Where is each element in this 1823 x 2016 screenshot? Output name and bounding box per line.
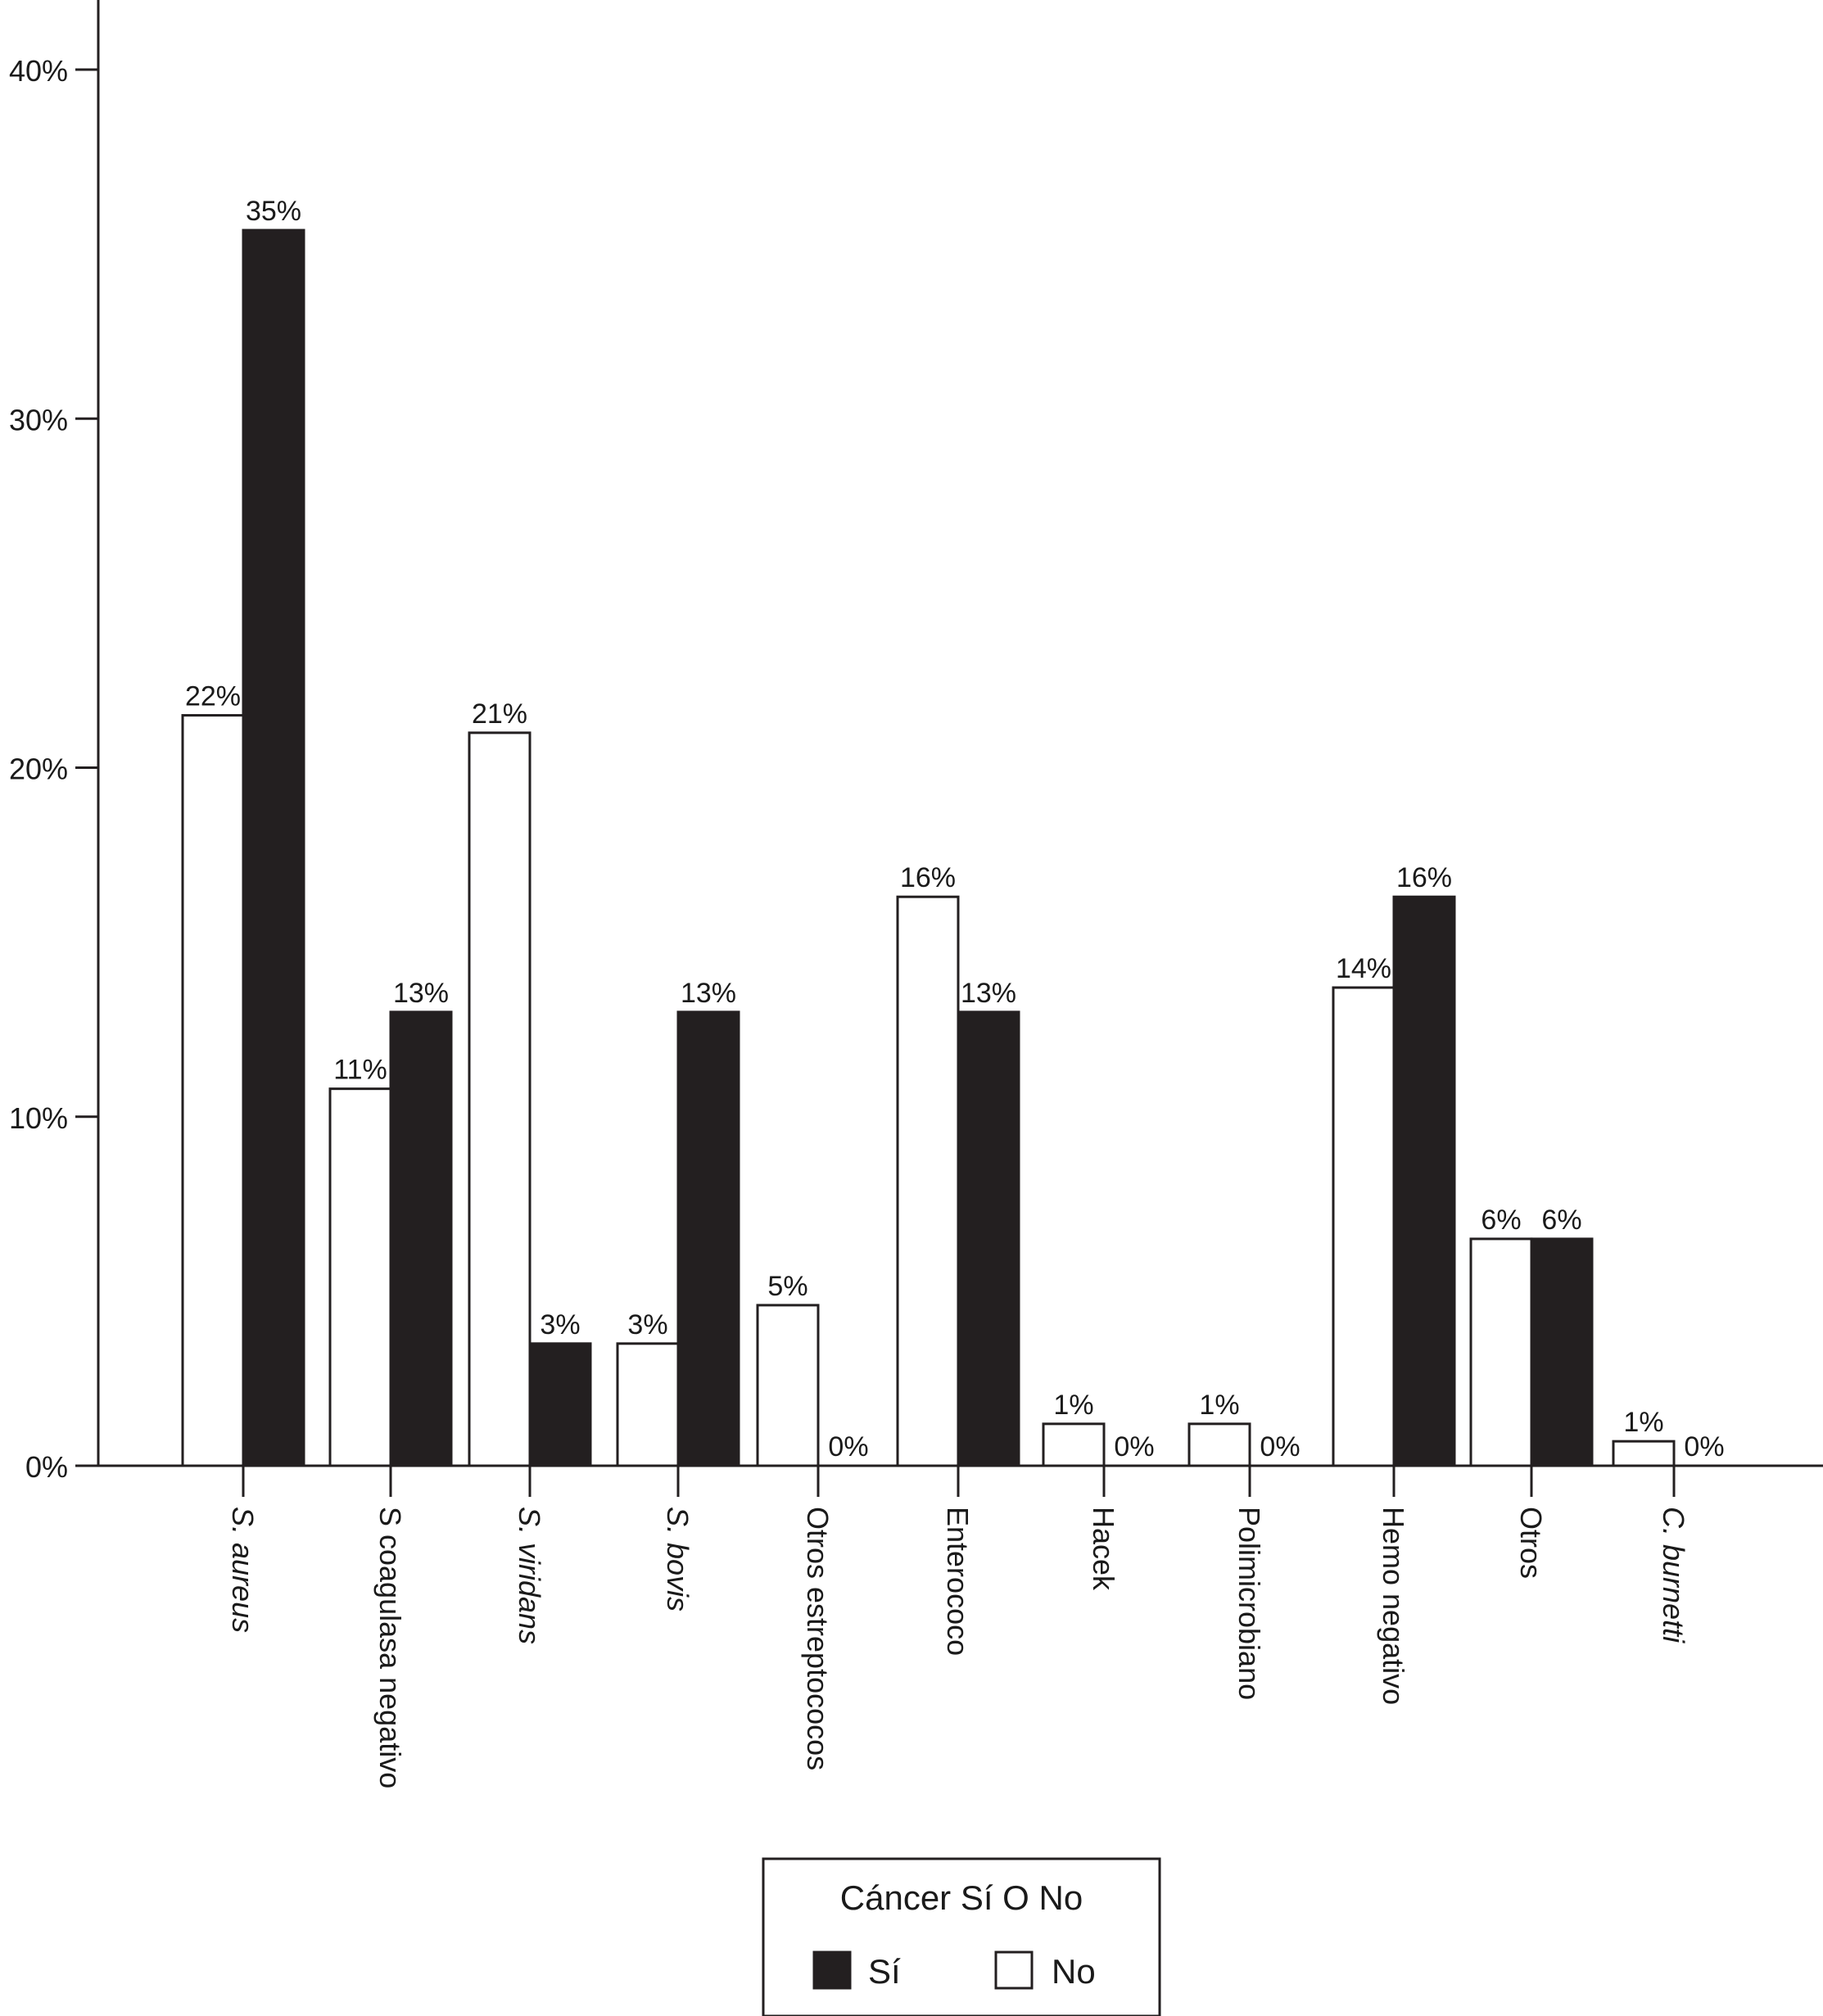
legend-title: Cáncer Sí O No <box>840 1878 1083 1917</box>
data-label-si: 6% <box>1541 1205 1581 1236</box>
bar-no <box>181 714 245 1467</box>
data-label-si: 3% <box>540 1309 580 1340</box>
category-label: Otros <box>1514 1507 1548 1579</box>
data-label-no: 3% <box>627 1309 667 1340</box>
y-tick-label: 20% <box>9 753 68 786</box>
data-label-no: 21% <box>472 698 527 730</box>
legend: Cáncer Sí O No Sí No <box>762 1857 1161 2016</box>
data-label-si: 0% <box>1114 1431 1154 1462</box>
bar-si <box>1530 1237 1594 1467</box>
category-labels-group: S. aureus S coagulasa negativo S. viridans… <box>226 1466 1690 1788</box>
bar-no <box>756 1304 820 1467</box>
data-label-si: 16% <box>1396 862 1452 893</box>
data-label-no: 1% <box>1199 1390 1239 1421</box>
bar-si <box>957 1010 1020 1467</box>
data-label-no: 16% <box>900 862 956 893</box>
y-tick-label: 10% <box>9 1101 68 1135</box>
legend-swatch-si <box>812 1950 852 1990</box>
bar-si <box>389 1010 453 1467</box>
data-label-no: 6% <box>1481 1205 1521 1236</box>
data-label-si: 0% <box>1260 1431 1300 1462</box>
data-label-no: 5% <box>767 1271 807 1302</box>
bar-no <box>896 895 960 1467</box>
data-label-no: 1% <box>1623 1407 1663 1438</box>
data-label-no: 1% <box>1053 1390 1093 1421</box>
category-label: S. viridans <box>513 1507 546 1644</box>
bar-no <box>468 731 532 1467</box>
legend-box <box>762 1857 1161 2016</box>
y-tick-label: 40% <box>9 54 68 88</box>
category-label: Hacek <box>1087 1507 1120 1591</box>
data-label-no: 22% <box>185 681 241 712</box>
category-label: S coagulasa negativo <box>373 1507 407 1788</box>
bar-no <box>328 1087 392 1467</box>
category-label: Polimicrobiano <box>1233 1507 1266 1700</box>
category-label: Hemo negativo <box>1377 1507 1410 1705</box>
data-label-no: 14% <box>1336 953 1391 984</box>
data-label-si: 13% <box>961 978 1016 1009</box>
bar-no <box>1042 1422 1106 1467</box>
data-label-si: 13% <box>393 978 449 1009</box>
category-label: S. bovis <box>661 1507 694 1611</box>
legend-label-no: No <box>1052 1952 1096 1991</box>
value-labels-group: 22% 35% 11% 13% 21% 3% 3% 13% 5% 0% 16% 13% 1% 0% 1% 0%… <box>185 196 1725 1462</box>
data-label-si: 35% <box>246 196 301 227</box>
data-label-si: 13% <box>681 978 736 1009</box>
legend-label-si: Sí <box>868 1952 901 1991</box>
bar-si <box>1392 895 1456 1467</box>
category-label: C. burnetti <box>1657 1507 1690 1643</box>
y-tick-label: 30% <box>9 403 68 436</box>
bar-no <box>1612 1440 1676 1467</box>
bar-no <box>1332 986 1396 1467</box>
bar-no <box>1187 1422 1251 1467</box>
category-label: S. aureus <box>226 1507 260 1633</box>
category-label: Otros estreptococos <box>801 1507 835 1770</box>
bar-no <box>1469 1237 1533 1467</box>
bar-si <box>676 1010 740 1467</box>
bar-si <box>242 228 305 1467</box>
legend-swatch-no <box>994 1950 1034 1990</box>
data-label-no: 11% <box>333 1055 387 1086</box>
bar-no <box>616 1342 680 1467</box>
bar-si <box>528 1342 592 1467</box>
category-label: Enterococo <box>941 1507 975 1656</box>
y-tick-label: 0% <box>25 1450 68 1484</box>
data-label-si: 0% <box>1684 1431 1724 1462</box>
data-label-si: 0% <box>828 1431 868 1462</box>
bars-group <box>181 228 1676 1467</box>
